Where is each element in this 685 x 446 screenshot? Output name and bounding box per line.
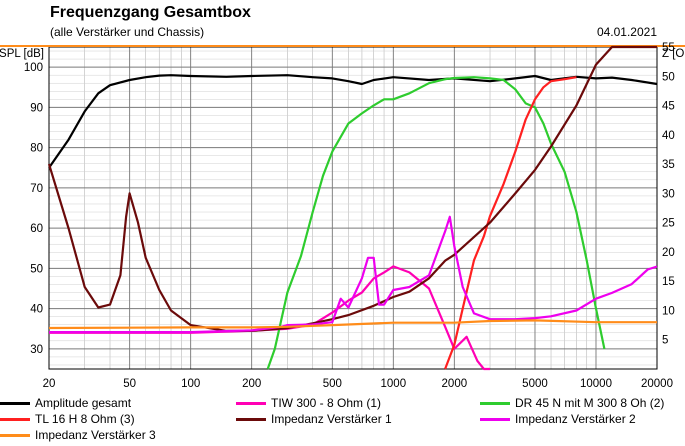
y-tick-label: 30	[30, 344, 43, 356]
legend-item: TIW 300 - 8 Ohm (1)	[236, 396, 381, 410]
x-tick-label: 200	[242, 378, 261, 390]
chart-subtitle: (alle Verstärker und Chassis)	[50, 25, 205, 39]
chart-legend: Amplitude gesamt TIW 300 - 8 Ohm (1) DR 45…	[0, 394, 685, 446]
series-line-3	[266, 76, 606, 370]
legend-item: TL 16 H 8 Ohm (3)	[0, 412, 135, 426]
legend-swatch	[236, 401, 266, 405]
series-line-5	[47, 45, 657, 332]
x-tick-label: 20000	[641, 378, 673, 390]
legend-swatch	[0, 401, 30, 405]
legend-swatch	[480, 401, 510, 405]
y-tick-label: 40	[30, 304, 43, 316]
legend-swatch	[0, 433, 30, 437]
legend-label: Impedanz Verstärker 2	[515, 412, 636, 426]
legend-label: TIW 300 - 8 Ohm (1)	[271, 396, 382, 410]
y2-tick-label: 35	[662, 159, 675, 171]
legend-label: Impedanz Verstärker 1	[271, 412, 392, 426]
legend-item: Amplitude gesamt	[0, 396, 131, 410]
x-tick-label: 5000	[522, 378, 548, 390]
legend-item: Impedanz Verstärker 3	[0, 428, 156, 442]
y2-tick-label: 20	[662, 247, 675, 259]
legend-swatch	[0, 417, 30, 421]
series-line-4	[444, 76, 577, 370]
y-tick-label: 90	[30, 102, 43, 114]
legend-label: DR 45 N mit M 300 8 Oh (2)	[515, 396, 665, 410]
y-tick-label: 50	[30, 263, 43, 275]
y2-tick-label: 45	[662, 101, 675, 113]
x-tick-label: 500	[323, 378, 342, 390]
y-tick-label: 100	[24, 62, 43, 74]
chart-date: 04.01.2021	[596, 25, 657, 39]
legend-label: Amplitude gesamt	[35, 396, 132, 410]
y2-tick-label: 55	[662, 42, 675, 54]
x-tick-label: 10000	[580, 378, 612, 390]
x-tick-label: 20	[43, 378, 56, 390]
series-line-6	[49, 215, 658, 334]
legend-label: Impedanz Verstärker 3	[35, 428, 156, 442]
x-tick-label: 2000	[442, 378, 468, 390]
y2-tick-label: 30	[662, 188, 675, 200]
y2-tick-label: 40	[662, 130, 675, 142]
y-tick-label: 60	[30, 223, 43, 235]
legend-label: TL 16 H 8 Ohm (3)	[35, 412, 135, 426]
x-tick-label: 50	[123, 378, 136, 390]
y2-tick-label: 10	[662, 305, 675, 317]
legend-item: Impedanz Verstärker 2	[480, 412, 636, 426]
legend-swatch	[480, 417, 510, 421]
y2-tick-label: 5	[662, 335, 668, 347]
y2-tick-label: 15	[662, 276, 675, 288]
y-tick-label: 80	[30, 143, 43, 155]
x-tick-label: 100	[181, 378, 200, 390]
legend-item: Impedanz Verstärker 1	[236, 412, 392, 426]
y-axis-label: SPL [dB]	[0, 48, 44, 60]
y2-tick-label: 50	[662, 71, 675, 83]
legend-swatch	[236, 417, 266, 421]
y2-tick-label: 25	[662, 218, 675, 230]
y2-axis-label: Z [Ohm]	[662, 48, 685, 60]
legend-item: DR 45 N mit M 300 8 Oh (2)	[480, 396, 664, 410]
chart-title: Frequenzgang Gesamtbox	[50, 4, 251, 21]
x-tick-label: 1000	[381, 378, 407, 390]
y-tick-label: 70	[30, 183, 43, 195]
series-line-7	[48, 319, 657, 330]
